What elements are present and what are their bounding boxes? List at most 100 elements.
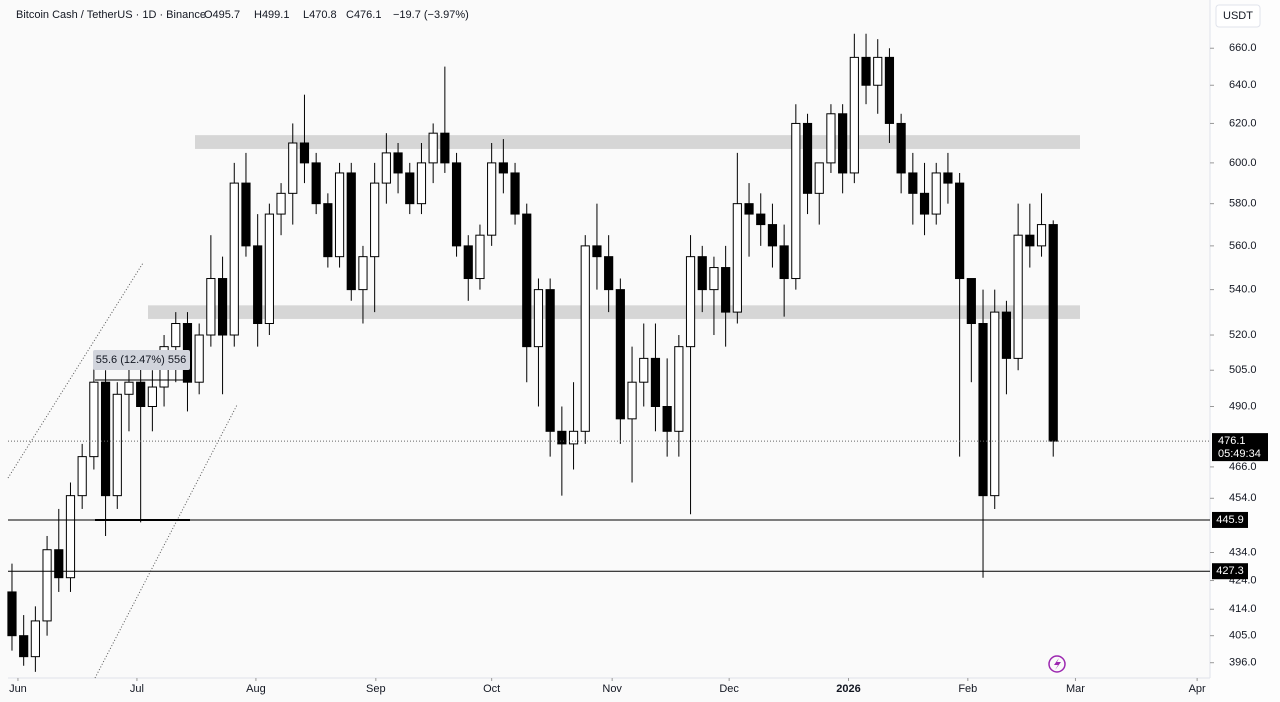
candle-body [978,323,988,497]
candle-body [802,122,813,194]
candle-body [124,381,134,395]
y-tick-label: 620.0 [1229,117,1257,129]
candle-body [557,430,567,445]
candle-body [510,172,520,215]
last-price-label: 476.1 [1218,435,1246,447]
candle-body [908,172,918,194]
candle-body [217,278,228,336]
candle-body [966,278,976,325]
candle-body [943,172,953,184]
candle-body [440,132,450,164]
y-tick-label: 505.0 [1229,364,1257,376]
candle-body [791,122,801,280]
candle-body [861,56,871,86]
measure-box [93,350,190,370]
candle-body [838,113,848,174]
y-tick-label: 454.0 [1229,492,1257,504]
price-line-label-bg [1212,563,1248,580]
candle-body [779,245,789,280]
candle-body [416,162,427,205]
candle-body [194,334,204,383]
x-tick-label: Apr [1189,683,1206,695]
y-tick-label: 396.0 [1229,657,1257,669]
candle-body [346,172,356,291]
candle-body [487,162,497,236]
candle-body [1025,234,1035,247]
zone [195,135,1080,149]
candle-body [7,591,17,637]
low: L470.8 [303,9,337,21]
candle-body [65,495,76,579]
candle-body [288,142,298,194]
candle-body [814,162,824,194]
candle-body [381,152,391,184]
candle-body [1001,311,1012,359]
x-tick-label: Oct [483,683,500,695]
lightning-bolt[interactable] [1054,658,1061,670]
close: C476.1 [346,9,381,21]
candle-body [428,132,438,164]
x-tick-label: Mar [1066,683,1085,695]
candle-body [171,323,181,348]
candle-body [30,620,40,658]
candle-body [77,456,87,497]
candle-body [311,162,321,205]
candle-body [849,56,859,174]
candle-body [685,256,696,348]
currency[interactable]: USDT [1223,10,1253,22]
y-tick-label: 640.0 [1229,79,1257,91]
candle-body [498,162,508,174]
price-line-label-bg [1212,511,1248,528]
candle-body [721,267,731,313]
x-tick-label: Dec [719,683,739,695]
candle-body [276,192,286,215]
currency-box[interactable] [1215,4,1261,28]
y-tick-label: 660.0 [1229,42,1257,54]
measure-label: 55.6 (12.47%) 556 [96,354,187,366]
candle-body [662,406,672,432]
candle-body [533,289,544,348]
y-tick-label: 490.0 [1229,400,1257,412]
candle-body [990,311,1000,497]
x-tick-label: Sep [366,683,386,695]
candle-body [1013,234,1023,359]
candle-body [89,381,99,458]
candle-body [463,245,473,280]
candle-body [826,113,836,164]
candle-body [580,245,590,432]
candle-body [674,346,684,432]
header: Bitcoin Cash / TetherUS · 1D · Binance O… [16,9,469,21]
open: O495.7 [204,9,240,21]
y-tick-label: 405.0 [1229,630,1257,642]
candle-body [405,172,415,205]
candle-body [884,56,895,124]
price-axis-bg [1210,0,1280,702]
candle-body [744,203,754,215]
y-tick-label: 540.0 [1229,284,1257,296]
lightning-icon[interactable] [1048,655,1066,673]
candle-body [370,182,380,258]
candle-body [919,192,930,215]
candle-body [767,224,778,247]
last-price-bg [1212,433,1268,462]
candle-body [931,172,941,215]
y-tick-label: 600.0 [1229,157,1257,169]
x-tick-label: Jul [130,683,144,695]
candle-body [112,393,122,497]
candle-body [627,381,637,420]
candle-body [955,182,965,280]
price-line-label: 445.9 [1216,514,1244,526]
channel-line [7,262,144,479]
candle-body [229,182,239,336]
candle-body [604,256,614,291]
candle-body [545,289,555,432]
y-tick-label: 466.0 [1229,461,1257,473]
candle-body [568,430,579,445]
candle-body [334,172,345,258]
x-tick-label: 2026 [836,683,860,695]
price-line-label: 427.3 [1216,565,1244,577]
y-tick-label: 434.0 [1229,546,1257,558]
candle-body [253,245,263,325]
candle-body [650,357,661,408]
